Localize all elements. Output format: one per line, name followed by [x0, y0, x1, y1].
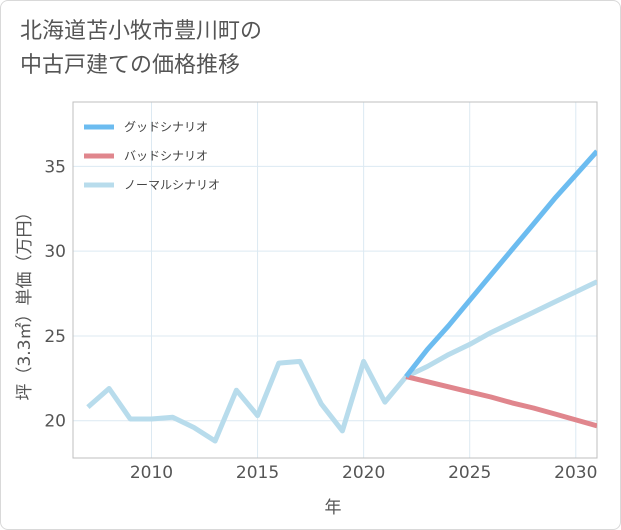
series-layer [86, 149, 597, 444]
bad-scenario-line [405, 374, 597, 429]
y-axis-ticks: 20 25 30 35 [44, 157, 66, 431]
x-tick-label: 2010 [130, 463, 173, 483]
good-scenario-line [404, 149, 597, 379]
normal-scenario-line [86, 279, 597, 444]
y-tick-label: 35 [44, 157, 66, 177]
plot-area [72, 101, 598, 459]
x-tick-label: 2020 [342, 463, 385, 483]
chart-title: 北海道苫小牧市豊川町の 中古戸建ての価格推移 [20, 15, 262, 83]
x-tick-label: 2015 [236, 463, 279, 483]
good-scenario-legend-label: グッドシナリオ [124, 120, 208, 134]
chart-title-line-1: 北海道苫小牧市豊川町の [20, 19, 263, 44]
y-axis-label: 坪（3.3㎡）単価（万円） [15, 203, 35, 400]
y-tick-label: 25 [44, 327, 66, 347]
y-tick-label: 30 [44, 242, 66, 262]
chart-title-line-2: 中古戸建ての価格推移 [20, 53, 241, 78]
x-tick-label: 2030 [554, 463, 597, 483]
x-axis-ticks: 2010 2015 2020 2025 2030 [130, 463, 598, 483]
x-axis-label: 年 [325, 498, 342, 518]
normal-scenario-legend-label: ノーマルシナリオ [124, 178, 220, 192]
x-tick-label: 2025 [448, 463, 491, 483]
y-tick-label: 20 [44, 412, 66, 432]
bad-scenario-legend-label: バッドシナリオ [124, 149, 208, 163]
